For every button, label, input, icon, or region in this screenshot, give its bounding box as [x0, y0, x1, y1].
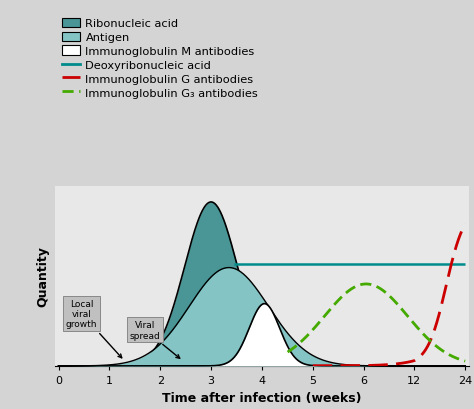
Text: Viral
spread: Viral spread — [129, 320, 180, 358]
Legend: Ribonucleic acid, Antigen, Immunoglobulin M antibodies, Deoxyribonucleic acid, I: Ribonucleic acid, Antigen, Immunoglobuli… — [57, 14, 263, 103]
X-axis label: Time after infection (weeks): Time after infection (weeks) — [162, 391, 362, 404]
Text: Local
viral
growth: Local viral growth — [66, 299, 122, 358]
Y-axis label: Quantity: Quantity — [36, 246, 49, 306]
